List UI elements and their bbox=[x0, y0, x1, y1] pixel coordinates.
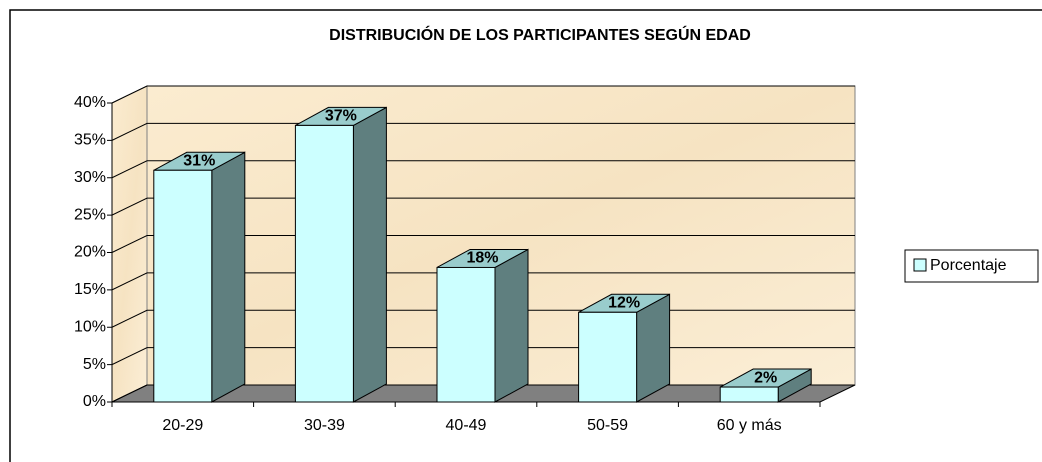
bar-side bbox=[494, 248, 529, 403]
y-tick-label: 40% bbox=[74, 94, 106, 111]
x-tick-label: 60 y más bbox=[717, 417, 782, 434]
x-tick-label: 30-39 bbox=[304, 417, 345, 434]
x-tick-label: 50-59 bbox=[587, 417, 628, 434]
y-tick-label: 5% bbox=[83, 356, 106, 373]
y-tick-label: 20% bbox=[74, 244, 106, 261]
data-label: 37% bbox=[325, 108, 357, 125]
x-tick-label: 40-49 bbox=[446, 417, 487, 434]
x-tick-label: 20-29 bbox=[162, 417, 203, 434]
y-tick-label: 35% bbox=[74, 132, 106, 149]
y-tick-label: 25% bbox=[74, 206, 106, 223]
grid-line bbox=[111, 197, 855, 216]
y-tick-label: 0% bbox=[83, 393, 106, 410]
legend-box bbox=[904, 249, 1039, 283]
data-label: 31% bbox=[183, 152, 215, 169]
bar-side bbox=[211, 151, 246, 403]
bar bbox=[719, 386, 779, 403]
grid-line bbox=[111, 122, 855, 141]
y-tick-label: 15% bbox=[74, 281, 106, 298]
bar bbox=[294, 124, 354, 403]
grid-line bbox=[111, 85, 855, 104]
grid-line bbox=[111, 272, 855, 291]
chart-title: DISTRIBUCIÓN DE LOS PARTICIPANTES SEGÚN … bbox=[329, 25, 751, 44]
data-label: 2% bbox=[754, 369, 777, 386]
bar bbox=[436, 266, 496, 403]
grid-line bbox=[111, 235, 855, 253]
bar bbox=[578, 311, 638, 403]
data-label: 18% bbox=[466, 250, 498, 267]
y-tick-label: 30% bbox=[74, 169, 106, 186]
bar bbox=[153, 169, 213, 403]
y-tick-label: 10% bbox=[74, 318, 106, 335]
legend-swatch bbox=[913, 258, 927, 272]
bar-side bbox=[636, 293, 671, 403]
data-label: 12% bbox=[608, 295, 640, 312]
bar-side bbox=[352, 106, 387, 403]
grid-line bbox=[111, 160, 855, 179]
legend-label: Porcentaje bbox=[930, 257, 1007, 274]
